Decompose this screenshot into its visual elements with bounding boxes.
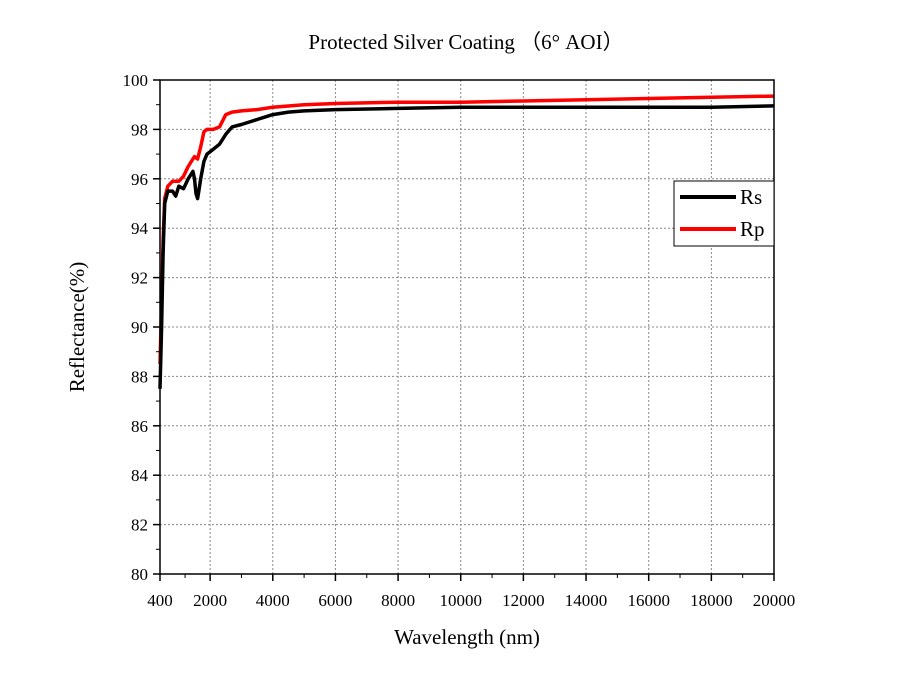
x-tick-label: 6000 bbox=[318, 591, 352, 610]
x-tick-label: 20000 bbox=[753, 591, 796, 610]
x-tick-label: 16000 bbox=[627, 591, 670, 610]
legend-box bbox=[673, 180, 775, 247]
x-tick-label: 400 bbox=[147, 591, 173, 610]
axis-ticks bbox=[153, 79, 775, 581]
series-line-rp bbox=[158, 94, 775, 365]
y-tick-label: 98 bbox=[131, 120, 148, 139]
y-tick-label: 96 bbox=[131, 170, 148, 189]
y-tick-labels: 80 82 84 86 88 90 92 94 96 98 100 bbox=[123, 71, 149, 584]
y-tick-label: 82 bbox=[131, 516, 148, 535]
y-tick-label: 80 bbox=[131, 565, 148, 584]
x-axis-title: Wavelength (nm) bbox=[394, 625, 540, 649]
series-line-rs bbox=[158, 104, 775, 389]
y-tick-label: 94 bbox=[131, 219, 149, 238]
y-tick-label: 90 bbox=[131, 318, 148, 337]
y-tick-label: 84 bbox=[131, 466, 149, 485]
x-tick-label: 4000 bbox=[256, 591, 290, 610]
x-tick-label: 10000 bbox=[439, 591, 482, 610]
x-tick-label: 18000 bbox=[690, 591, 733, 610]
legend: Rs Rp bbox=[673, 180, 775, 247]
x-tick-label: 12000 bbox=[502, 591, 545, 610]
x-tick-label: 8000 bbox=[381, 591, 415, 610]
data-series bbox=[158, 94, 775, 389]
x-tick-label: 14000 bbox=[565, 591, 608, 610]
chart-title: Protected Silver Coating （6° AOI） bbox=[308, 30, 623, 54]
y-tick-label: 92 bbox=[131, 269, 148, 288]
x-tick-label: 2000 bbox=[193, 591, 227, 610]
y-tick-label: 100 bbox=[123, 71, 149, 90]
y-tick-label: 86 bbox=[131, 417, 148, 436]
legend-label-rs: Rs bbox=[740, 185, 762, 209]
x-tick-labels: 400 2000 4000 6000 8000 10000 12000 14000 16000 1… bbox=[147, 591, 795, 610]
y-tick-label: 88 bbox=[131, 367, 148, 386]
grid-lines bbox=[160, 80, 774, 574]
y-axis-title: Reflectance(%) bbox=[65, 262, 89, 393]
legend-label-rp: Rp bbox=[740, 217, 765, 241]
